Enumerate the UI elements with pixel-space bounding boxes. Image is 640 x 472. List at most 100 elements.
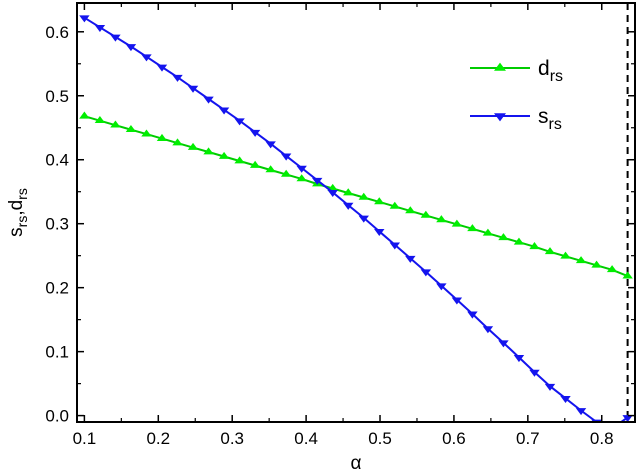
x-tick-label: 0.8	[590, 429, 614, 448]
series-s-point	[405, 255, 416, 263]
series-d-point	[358, 192, 369, 200]
series-s-point	[311, 177, 323, 185]
series-s-point	[265, 141, 276, 149]
series-d-point	[172, 138, 183, 146]
plot-area	[79, 3, 633, 422]
series-s-point	[327, 190, 338, 198]
x-tick-label: 0.5	[368, 429, 392, 448]
series-d-point	[467, 224, 478, 232]
series-d-point	[156, 133, 168, 141]
series-s-point	[79, 15, 90, 23]
series-d-point	[234, 156, 245, 164]
series-s-point	[296, 165, 307, 173]
y-axis-title: srs,drs	[6, 188, 30, 237]
series-d-point	[110, 120, 121, 128]
series-s-point	[529, 369, 540, 377]
series-s-point	[374, 229, 385, 237]
series-s-point	[498, 340, 509, 348]
series-d-point	[482, 228, 494, 236]
x-tick-label: 0.6	[442, 429, 466, 448]
x-tick-label: 0.4	[294, 429, 318, 448]
series-s-point	[94, 24, 106, 32]
series-d-point	[498, 233, 509, 241]
legend: drs srs	[470, 57, 563, 133]
series-d-point	[280, 169, 292, 177]
series-d-point	[513, 237, 525, 245]
legend-d-label: drs	[538, 57, 563, 85]
x-tick-label: 0.1	[73, 429, 97, 448]
series-s-point	[389, 242, 401, 250]
series-s-point	[575, 408, 587, 416]
series-s-point	[622, 415, 633, 422]
series-s-point	[544, 383, 556, 391]
series-d-point	[218, 151, 230, 159]
series-s-point	[125, 44, 137, 52]
series-s-point	[156, 64, 168, 72]
series-s-point	[280, 153, 292, 161]
legend-d-marker	[494, 62, 506, 71]
series-d-point	[389, 201, 401, 209]
series-s-point	[249, 129, 261, 137]
series-s-point	[234, 118, 245, 126]
series-d-point	[560, 251, 571, 259]
series-d-point	[622, 271, 633, 279]
series-d-point	[420, 210, 432, 218]
y-axis-title-subscript: rs	[14, 216, 30, 228]
series-d-point	[203, 147, 214, 155]
y-tick-label: 0.5	[45, 87, 69, 106]
series-d-point	[405, 206, 416, 214]
series-s-point	[203, 96, 214, 104]
series-d-point	[187, 142, 199, 150]
series-d-point	[249, 160, 261, 168]
x-tick-label: 0.7	[516, 429, 540, 448]
series-d-point	[79, 111, 90, 119]
series-d-point	[125, 124, 137, 132]
y-tick-label: 0.2	[45, 279, 69, 298]
series-s-point	[110, 34, 121, 42]
series-s-point	[482, 326, 494, 334]
series-d-point	[436, 215, 447, 223]
series-d-point	[296, 174, 307, 182]
series-s-point	[467, 311, 478, 319]
series-d-point	[606, 265, 618, 273]
series-s-point	[560, 395, 571, 404]
series-d-point	[94, 116, 106, 124]
series-s-point	[420, 269, 432, 277]
series-s-point	[141, 54, 152, 62]
series-d-point	[529, 242, 540, 250]
axes: 0.1 0.2 0.3 0.4 0.5 0.6 0.7 0.80.00.10.20.30.40…	[45, 2, 636, 448]
series-s-point	[451, 297, 463, 305]
series-d-point	[544, 247, 556, 255]
y-axis-title-part: s	[6, 227, 27, 237]
series-d-point	[343, 188, 354, 196]
y-tick-label: 0.6	[45, 23, 69, 42]
legend-s-marker	[494, 113, 506, 122]
series-s-point	[343, 202, 354, 210]
series-s-point	[218, 107, 230, 115]
legend-s-label: srs	[538, 105, 562, 133]
y-tick-label: 0.4	[45, 151, 69, 170]
series-d-point	[141, 129, 152, 137]
series-s-point	[187, 85, 199, 93]
y-axis-title-subscript: rs	[14, 188, 30, 200]
x-tick-label: 0.3	[220, 429, 244, 448]
plot-frame	[76, 2, 636, 423]
series-d-point	[575, 256, 587, 264]
y-tick-label: 0.0	[45, 407, 69, 426]
y-tick-label: 0.1	[45, 343, 69, 362]
series-s-point	[513, 355, 525, 363]
plot-clip-group	[79, 3, 633, 422]
series-d-point	[451, 219, 463, 227]
series-d-point	[265, 165, 276, 173]
y-axis-title-part: ,d	[6, 200, 27, 216]
y-tick-label: 0.3	[45, 215, 69, 234]
series-s-point	[436, 283, 447, 291]
x-tick-label: 0.2	[146, 429, 170, 448]
series-s-point	[172, 74, 183, 82]
x-axis-title: α	[351, 453, 362, 472]
series-s-point	[358, 215, 369, 223]
series-d-point	[591, 260, 602, 268]
series-d-point	[374, 197, 385, 205]
